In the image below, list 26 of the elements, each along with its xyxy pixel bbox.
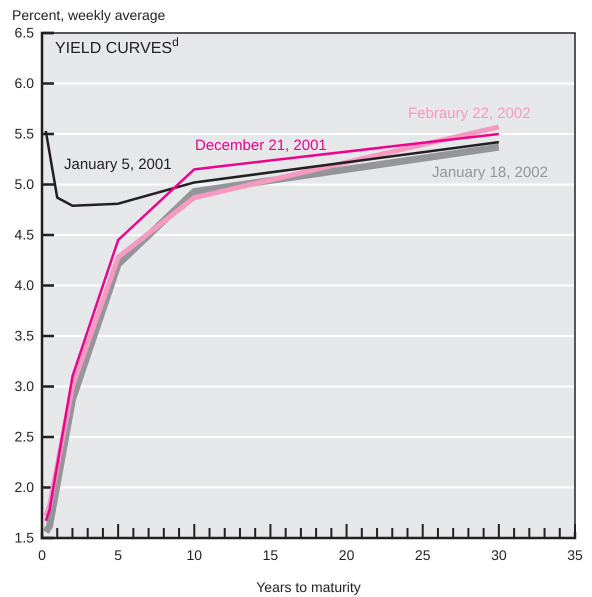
y-tick-label: 2.5	[14, 428, 34, 444]
x-tick-label: 20	[338, 547, 355, 563]
x-tick-label: 0	[38, 547, 46, 563]
x-tick-label: 10	[186, 547, 202, 563]
y-tick-label: 6.0	[14, 74, 34, 91]
series-label: Febraury 22, 2002	[408, 105, 531, 122]
series-label: January 18, 2002	[432, 164, 548, 181]
series-label: December 21, 2001	[195, 137, 327, 154]
y-tick-label: 4.5	[14, 226, 34, 242]
x-tick-label: 30	[491, 547, 507, 563]
series-label: January 5, 2001	[64, 156, 172, 173]
y-tick-label: 4.0	[14, 276, 34, 293]
x-axis-title: Years to maturity	[256, 579, 361, 595]
chart-title: YIELD CURVES$^{d}$	[55, 35, 179, 57]
x-tick-label: 25	[414, 547, 431, 563]
y-tick-label: 3.0	[14, 378, 34, 394]
y-tick-label: 5.5	[14, 125, 34, 142]
x-tick-label: 15	[262, 547, 278, 563]
x-tick-label: 5	[114, 547, 122, 563]
y-tick-label: 1.5	[14, 529, 34, 546]
y-tick-label: 3.5	[14, 327, 34, 344]
y-axis-title: Percent, weekly average	[12, 7, 166, 23]
x-tick-label: 35	[567, 547, 583, 563]
y-tick-label: 6.5	[14, 24, 34, 40]
y-tick-label: 2.0	[14, 478, 34, 495]
y-tick-label: 5.0	[14, 176, 34, 192]
